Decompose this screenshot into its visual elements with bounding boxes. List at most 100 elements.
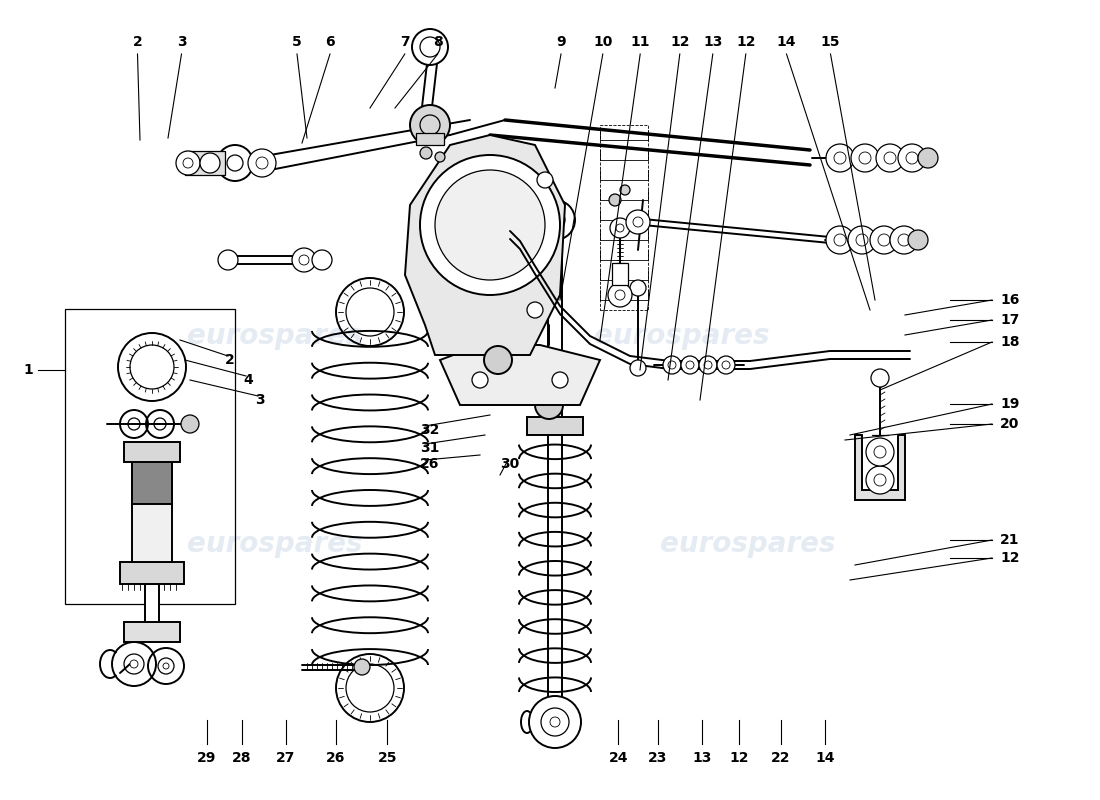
Text: 13: 13 bbox=[692, 751, 712, 765]
Polygon shape bbox=[440, 345, 600, 405]
Bar bbox=[527, 417, 583, 435]
Circle shape bbox=[876, 144, 904, 172]
Circle shape bbox=[866, 466, 894, 494]
Text: 31: 31 bbox=[420, 441, 440, 455]
Text: 19: 19 bbox=[1000, 397, 1020, 411]
Polygon shape bbox=[855, 435, 905, 500]
Text: 26: 26 bbox=[420, 457, 440, 471]
Text: 5: 5 bbox=[293, 35, 301, 49]
Circle shape bbox=[217, 145, 253, 181]
Circle shape bbox=[890, 226, 918, 254]
Bar bbox=[65, 309, 235, 604]
Text: 28: 28 bbox=[232, 751, 252, 765]
Text: 3: 3 bbox=[255, 393, 265, 407]
Polygon shape bbox=[405, 135, 565, 355]
Circle shape bbox=[848, 226, 876, 254]
Circle shape bbox=[434, 170, 544, 280]
Circle shape bbox=[292, 248, 316, 272]
Circle shape bbox=[412, 29, 448, 65]
Circle shape bbox=[176, 151, 200, 175]
Bar bbox=[600, 125, 648, 310]
Circle shape bbox=[182, 415, 199, 433]
Circle shape bbox=[551, 216, 559, 224]
Circle shape bbox=[527, 302, 543, 318]
Text: 32: 32 bbox=[420, 423, 440, 437]
Circle shape bbox=[248, 149, 276, 177]
Text: 22: 22 bbox=[771, 751, 791, 765]
Text: 15: 15 bbox=[821, 35, 840, 49]
Circle shape bbox=[826, 226, 854, 254]
Circle shape bbox=[663, 356, 681, 374]
Text: 12: 12 bbox=[670, 35, 690, 49]
Circle shape bbox=[918, 148, 938, 168]
Circle shape bbox=[200, 153, 220, 173]
Text: 18: 18 bbox=[1000, 335, 1020, 349]
Circle shape bbox=[898, 144, 926, 172]
Text: 13: 13 bbox=[703, 35, 723, 49]
Circle shape bbox=[434, 152, 446, 162]
Text: 2: 2 bbox=[226, 353, 235, 367]
Circle shape bbox=[312, 250, 332, 270]
Bar bbox=[124, 622, 180, 642]
Circle shape bbox=[537, 172, 553, 188]
Text: 10: 10 bbox=[593, 35, 613, 49]
Circle shape bbox=[866, 438, 894, 466]
Text: 17: 17 bbox=[1000, 313, 1020, 327]
Circle shape bbox=[410, 105, 450, 145]
Text: 16: 16 bbox=[1000, 293, 1020, 307]
Circle shape bbox=[851, 144, 879, 172]
Circle shape bbox=[550, 717, 560, 727]
Bar bbox=[132, 456, 172, 504]
Text: 24: 24 bbox=[608, 751, 628, 765]
Circle shape bbox=[130, 660, 138, 668]
Text: 11: 11 bbox=[630, 35, 650, 49]
Circle shape bbox=[218, 250, 238, 270]
Text: 27: 27 bbox=[276, 751, 296, 765]
Text: 25: 25 bbox=[377, 751, 397, 765]
Circle shape bbox=[908, 230, 928, 250]
Text: 23: 23 bbox=[648, 751, 668, 765]
Text: 30: 30 bbox=[500, 457, 519, 471]
Circle shape bbox=[871, 369, 889, 387]
Text: 12: 12 bbox=[1000, 551, 1020, 565]
Bar bbox=[185, 151, 226, 175]
Circle shape bbox=[870, 226, 898, 254]
Text: 8: 8 bbox=[433, 35, 442, 49]
Circle shape bbox=[630, 280, 646, 296]
Circle shape bbox=[717, 356, 735, 374]
Text: 12: 12 bbox=[729, 751, 749, 765]
Circle shape bbox=[484, 346, 512, 374]
Bar bbox=[124, 442, 180, 462]
Circle shape bbox=[681, 356, 698, 374]
Bar bbox=[145, 584, 160, 622]
Text: 4: 4 bbox=[243, 373, 253, 387]
Circle shape bbox=[626, 210, 650, 234]
Text: 20: 20 bbox=[1000, 417, 1020, 431]
Circle shape bbox=[354, 659, 370, 675]
Circle shape bbox=[608, 283, 632, 307]
Circle shape bbox=[472, 372, 488, 388]
Circle shape bbox=[630, 360, 646, 376]
Text: 6: 6 bbox=[326, 35, 334, 49]
Bar bbox=[416, 133, 444, 145]
Text: 12: 12 bbox=[736, 35, 756, 49]
Text: 9: 9 bbox=[557, 35, 565, 49]
Circle shape bbox=[552, 372, 568, 388]
Text: 21: 21 bbox=[1000, 533, 1020, 547]
Circle shape bbox=[420, 155, 560, 295]
Text: 29: 29 bbox=[197, 751, 217, 765]
Text: 2: 2 bbox=[133, 35, 142, 49]
Circle shape bbox=[698, 356, 717, 374]
Circle shape bbox=[163, 663, 169, 669]
Text: 7: 7 bbox=[400, 35, 409, 49]
Text: 3: 3 bbox=[177, 35, 186, 49]
Text: eurospares: eurospares bbox=[594, 322, 770, 350]
Text: 14: 14 bbox=[815, 751, 835, 765]
Text: 26: 26 bbox=[326, 751, 345, 765]
Circle shape bbox=[826, 144, 854, 172]
Bar bbox=[120, 562, 184, 584]
Text: 14: 14 bbox=[777, 35, 796, 49]
Circle shape bbox=[609, 194, 622, 206]
Circle shape bbox=[620, 185, 630, 195]
Circle shape bbox=[610, 218, 630, 238]
